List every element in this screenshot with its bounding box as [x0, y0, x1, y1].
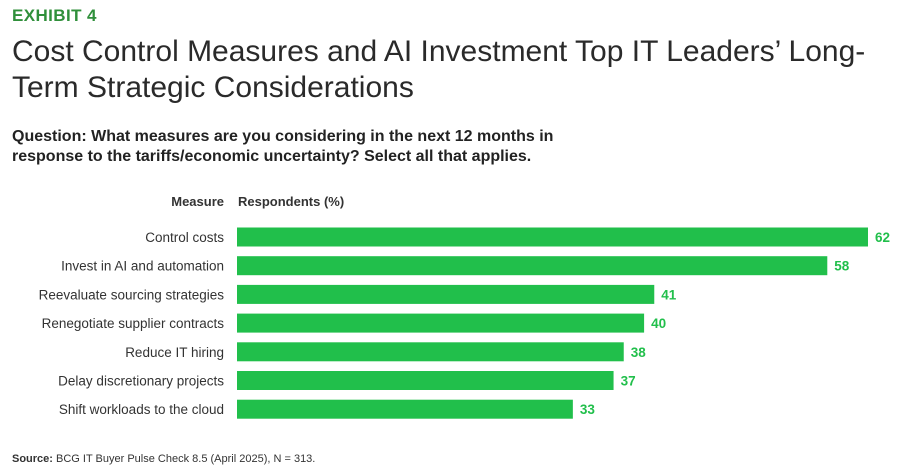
category-label: Shift workloads to the cloud [59, 402, 224, 417]
survey-question: Question: What measures are you consider… [12, 128, 554, 165]
source-label: Source: [12, 453, 53, 465]
value-label: 58 [834, 259, 850, 274]
value-label: 62 [875, 230, 890, 245]
category-label: Reevaluate sourcing strategies [39, 287, 225, 302]
value-label: 37 [621, 374, 636, 389]
bar [237, 313, 645, 333]
category-label: Control costs [145, 230, 224, 245]
source-text: BCG IT Buyer Pulse Check 8.5 (April 2025… [52, 453, 316, 465]
exhibit-label: EXHIBIT 4 [12, 6, 97, 25]
value-label: 40 [651, 316, 666, 331]
value-label: 38 [631, 345, 647, 360]
bar [237, 227, 868, 247]
category-label: Renegotiate supplier contracts [42, 316, 225, 331]
value-label: 33 [580, 402, 596, 417]
source-note: Source: BCG IT Buyer Pulse Check 8.5 (Ap… [12, 453, 315, 465]
bar [237, 256, 828, 276]
bar [237, 399, 573, 419]
x-axis-title: Respondents (%) [238, 194, 345, 209]
bar [237, 371, 614, 390]
category-label: Reduce IT hiring [125, 345, 224, 360]
value-label: 41 [661, 287, 677, 302]
y-axis-title: Measure [171, 194, 224, 209]
category-label: Invest in AI and automation [61, 259, 224, 274]
bar [237, 284, 655, 304]
category-label: Delay discretionary projects [58, 374, 224, 389]
chart-title: Cost Control Measures and AI Investment … [12, 35, 866, 104]
bar [237, 342, 624, 362]
